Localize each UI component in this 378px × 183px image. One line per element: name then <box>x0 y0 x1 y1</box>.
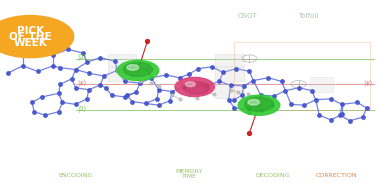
Circle shape <box>244 98 274 113</box>
Text: |ψ⟩: |ψ⟩ <box>77 80 87 87</box>
Circle shape <box>121 62 155 79</box>
Text: |0⟩: |0⟩ <box>77 54 87 61</box>
Circle shape <box>117 60 159 81</box>
Text: |ψ⟩: |ψ⟩ <box>363 80 372 87</box>
Circle shape <box>117 60 159 81</box>
Circle shape <box>123 62 152 76</box>
Circle shape <box>0 16 74 58</box>
Circle shape <box>253 102 265 108</box>
Circle shape <box>184 82 209 94</box>
Bar <box>310 77 333 92</box>
Circle shape <box>249 101 268 110</box>
Circle shape <box>186 82 195 87</box>
Circle shape <box>238 95 280 115</box>
Circle shape <box>251 102 266 109</box>
Circle shape <box>123 63 153 78</box>
Bar <box>108 54 136 66</box>
Bar <box>215 84 244 98</box>
Bar <box>108 67 136 81</box>
Circle shape <box>257 104 261 106</box>
Circle shape <box>238 95 280 115</box>
Circle shape <box>129 66 147 75</box>
Circle shape <box>240 96 278 114</box>
Circle shape <box>136 70 140 71</box>
Bar <box>215 54 244 66</box>
Text: Toffoli: Toffoli <box>298 14 318 19</box>
Text: OF THE: OF THE <box>9 32 51 42</box>
Circle shape <box>244 97 273 111</box>
Text: ENCODING: ENCODING <box>59 173 93 178</box>
Circle shape <box>248 99 260 105</box>
Text: CNOT: CNOT <box>238 14 257 19</box>
Circle shape <box>127 65 149 76</box>
Text: MEMORY
TIME: MEMORY TIME <box>175 169 203 179</box>
Circle shape <box>134 69 142 72</box>
Text: WEEK: WEEK <box>13 38 47 48</box>
Circle shape <box>175 77 214 96</box>
Bar <box>234 42 370 110</box>
Text: DECODING: DECODING <box>255 173 290 178</box>
Circle shape <box>255 103 263 107</box>
Text: PICK: PICK <box>17 26 44 36</box>
Text: CORRECTION: CORRECTION <box>316 173 357 178</box>
Circle shape <box>246 99 272 112</box>
Text: |0⟩: |0⟩ <box>77 105 87 113</box>
Circle shape <box>119 61 157 80</box>
Circle shape <box>132 68 144 73</box>
Circle shape <box>242 97 276 113</box>
Circle shape <box>125 64 151 77</box>
Circle shape <box>127 65 139 70</box>
Bar <box>215 67 244 81</box>
Circle shape <box>248 100 270 111</box>
Circle shape <box>130 67 146 74</box>
